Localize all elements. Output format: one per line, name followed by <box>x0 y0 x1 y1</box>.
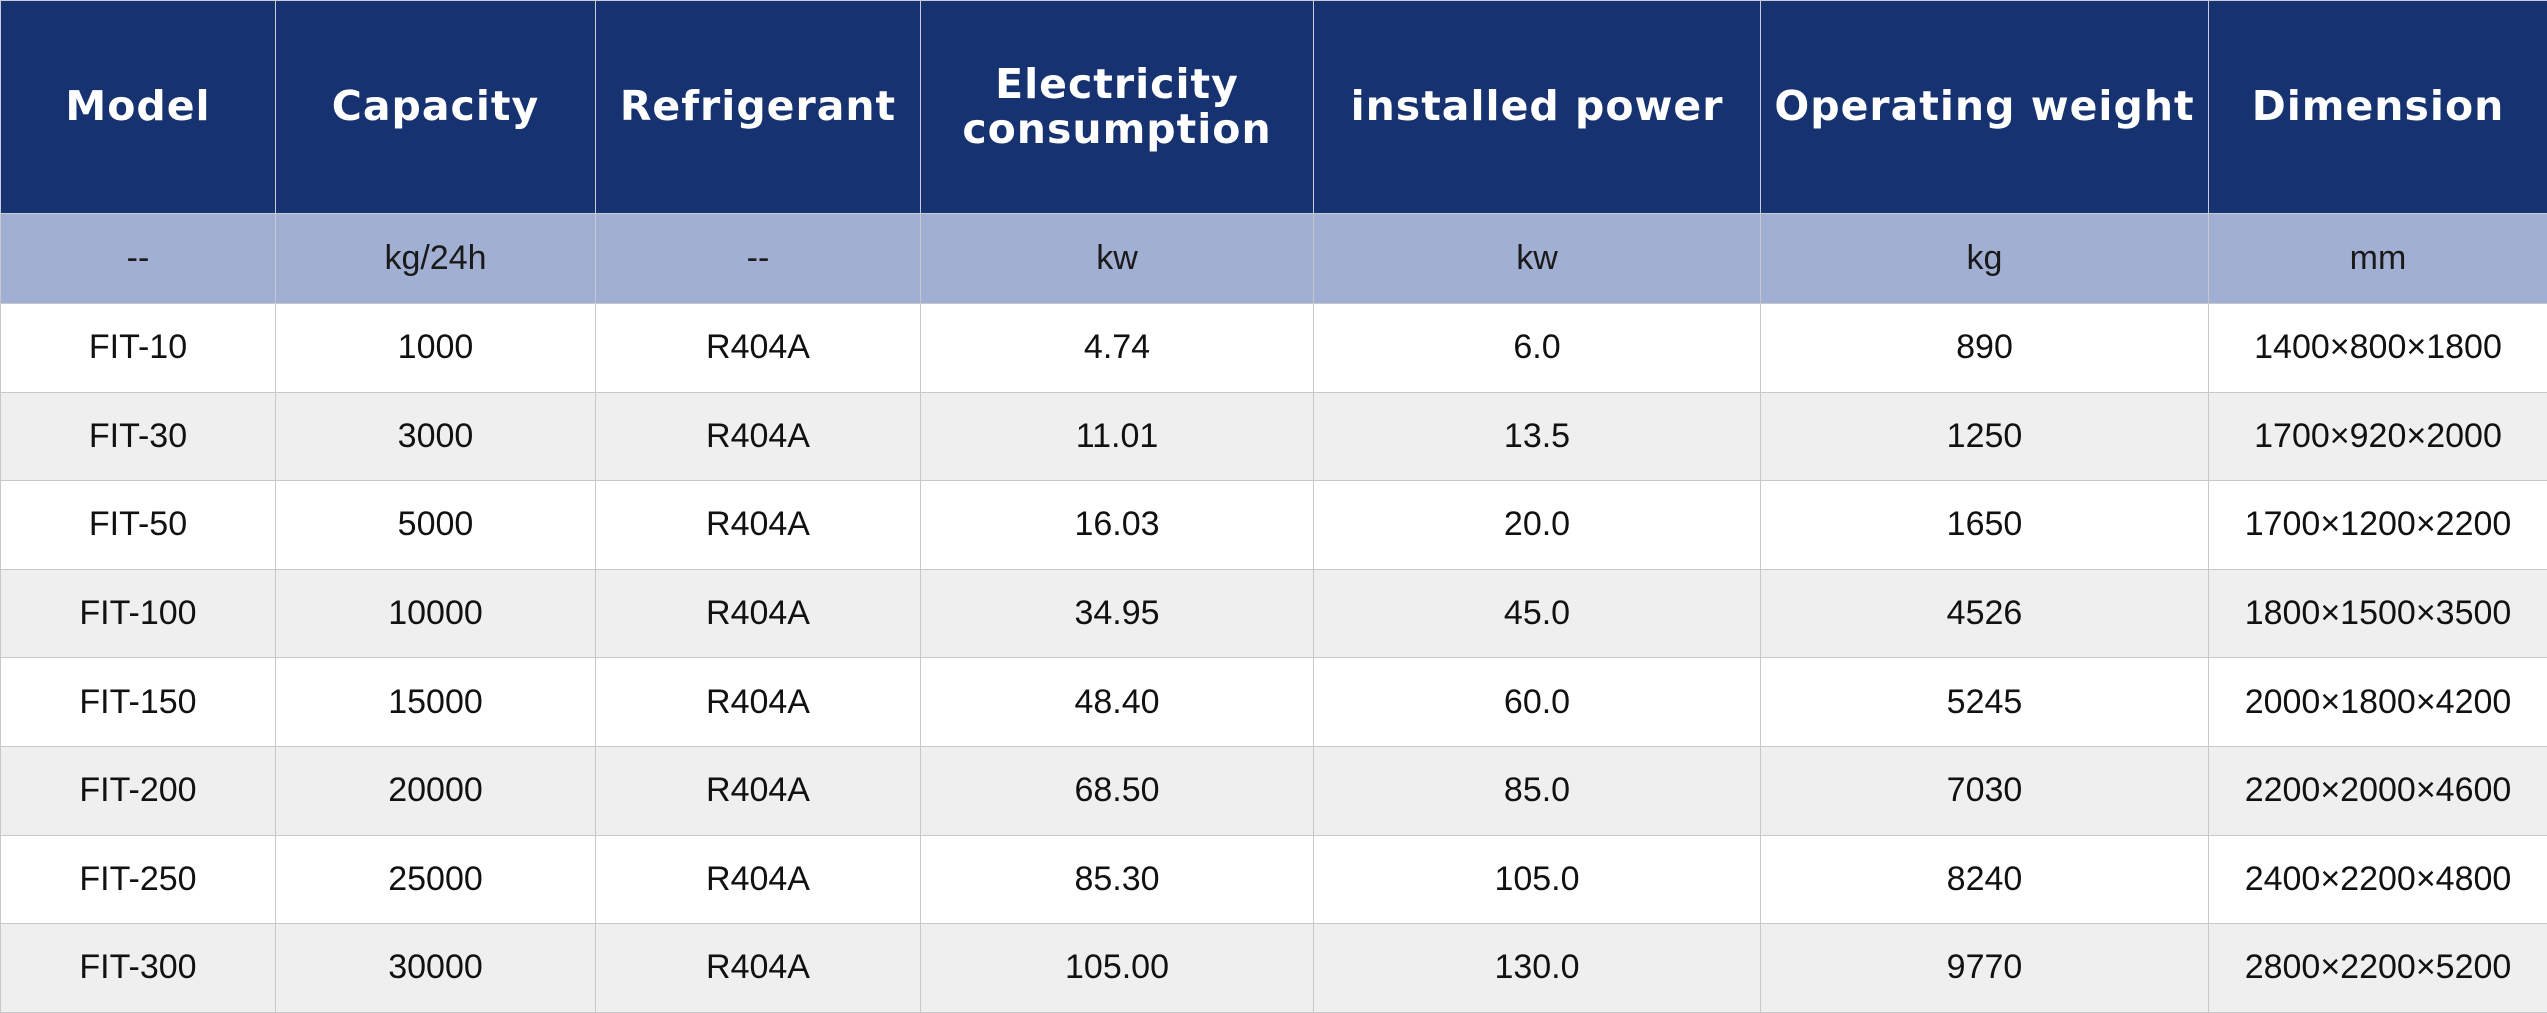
cell-operating-weight: 5245 <box>1761 658 2209 747</box>
cell-electricity: 34.95 <box>921 569 1314 658</box>
cell-dimension: 2000×1800×4200 <box>2209 658 2547 747</box>
table-row: FIT-30 3000 R404A 11.01 13.5 1250 1700×9… <box>1 392 2547 481</box>
cell-refrigerant: R404A <box>596 304 921 393</box>
cell-capacity: 5000 <box>276 481 596 570</box>
cell-capacity: 1000 <box>276 304 596 393</box>
cell-electricity: 4.74 <box>921 304 1314 393</box>
cell-refrigerant: R404A <box>596 658 921 747</box>
cell-installed-power: 130.0 <box>1314 924 1761 1013</box>
cell-installed-power: 13.5 <box>1314 392 1761 481</box>
unit-electricity: kw <box>921 214 1314 304</box>
cell-capacity: 25000 <box>276 835 596 924</box>
cell-dimension: 2200×2000×4600 <box>2209 746 2547 835</box>
cell-model: FIT-250 <box>1 835 276 924</box>
header-dimension: Dimension <box>2209 1 2547 214</box>
table-row: FIT-10 1000 R404A 4.74 6.0 890 1400×800×… <box>1 304 2547 393</box>
header-refrigerant: Refrigerant <box>596 1 921 214</box>
cell-operating-weight: 890 <box>1761 304 2209 393</box>
cell-operating-weight: 4526 <box>1761 569 2209 658</box>
cell-electricity: 68.50 <box>921 746 1314 835</box>
cell-capacity: 15000 <box>276 658 596 747</box>
cell-electricity: 16.03 <box>921 481 1314 570</box>
unit-operating-weight: kg <box>1761 214 2209 304</box>
header-model: Model <box>1 1 276 214</box>
cell-installed-power: 85.0 <box>1314 746 1761 835</box>
table-row: FIT-150 15000 R404A 48.40 60.0 5245 2000… <box>1 658 2547 747</box>
cell-model: FIT-100 <box>1 569 276 658</box>
cell-operating-weight: 7030 <box>1761 746 2209 835</box>
cell-refrigerant: R404A <box>596 924 921 1013</box>
header-operating-weight: Operating weight <box>1761 1 2209 214</box>
cell-capacity: 30000 <box>276 924 596 1013</box>
unit-model: -- <box>1 214 276 304</box>
cell-model: FIT-10 <box>1 304 276 393</box>
cell-electricity: 48.40 <box>921 658 1314 747</box>
unit-installed-power: kw <box>1314 214 1761 304</box>
cell-installed-power: 105.0 <box>1314 835 1761 924</box>
cell-refrigerant: R404A <box>596 481 921 570</box>
header-row: Model Capacity Refrigerant Electricity c… <box>1 1 2547 214</box>
header-electricity-line2: consumption <box>962 105 1271 153</box>
table-row: FIT-300 30000 R404A 105.00 130.0 9770 28… <box>1 924 2547 1013</box>
header-capacity: Capacity <box>276 1 596 214</box>
unit-refrigerant: -- <box>596 214 921 304</box>
cell-refrigerant: R404A <box>596 746 921 835</box>
cell-installed-power: 45.0 <box>1314 569 1761 658</box>
cell-dimension: 1700×920×2000 <box>2209 392 2547 481</box>
cell-operating-weight: 1650 <box>1761 481 2209 570</box>
cell-installed-power: 6.0 <box>1314 304 1761 393</box>
cell-dimension: 1700×1200×2200 <box>2209 481 2547 570</box>
cell-electricity: 85.30 <box>921 835 1314 924</box>
table-row: FIT-200 20000 R404A 68.50 85.0 7030 2200… <box>1 746 2547 835</box>
table-row: FIT-50 5000 R404A 16.03 20.0 1650 1700×1… <box>1 481 2547 570</box>
header-electricity-line1: Electricity <box>995 60 1239 108</box>
table-row: FIT-250 25000 R404A 85.30 105.0 8240 240… <box>1 835 2547 924</box>
cell-capacity: 10000 <box>276 569 596 658</box>
cell-capacity: 20000 <box>276 746 596 835</box>
cell-operating-weight: 9770 <box>1761 924 2209 1013</box>
unit-dimension: mm <box>2209 214 2547 304</box>
cell-model: FIT-30 <box>1 392 276 481</box>
unit-capacity: kg/24h <box>276 214 596 304</box>
cell-refrigerant: R404A <box>596 835 921 924</box>
cell-capacity: 3000 <box>276 392 596 481</box>
unit-row: -- kg/24h -- kw kw kg mm <box>1 214 2547 304</box>
cell-operating-weight: 1250 <box>1761 392 2209 481</box>
cell-installed-power: 60.0 <box>1314 658 1761 747</box>
header-electricity-consumption: Electricity consumption <box>921 1 1314 214</box>
cell-dimension: 1400×800×1800 <box>2209 304 2547 393</box>
cell-electricity: 11.01 <box>921 392 1314 481</box>
cell-model: FIT-150 <box>1 658 276 747</box>
cell-model: FIT-300 <box>1 924 276 1013</box>
cell-electricity: 105.00 <box>921 924 1314 1013</box>
cell-dimension: 2800×2200×5200 <box>2209 924 2547 1013</box>
table-row: FIT-100 10000 R404A 34.95 45.0 4526 1800… <box>1 569 2547 658</box>
cell-model: FIT-50 <box>1 481 276 570</box>
cell-installed-power: 20.0 <box>1314 481 1761 570</box>
cell-model: FIT-200 <box>1 746 276 835</box>
cell-operating-weight: 8240 <box>1761 835 2209 924</box>
header-installed-power: installed power <box>1314 1 1761 214</box>
cell-refrigerant: R404A <box>596 392 921 481</box>
cell-dimension: 2400×2200×4800 <box>2209 835 2547 924</box>
cell-refrigerant: R404A <box>596 569 921 658</box>
cell-dimension: 1800×1500×3500 <box>2209 569 2547 658</box>
